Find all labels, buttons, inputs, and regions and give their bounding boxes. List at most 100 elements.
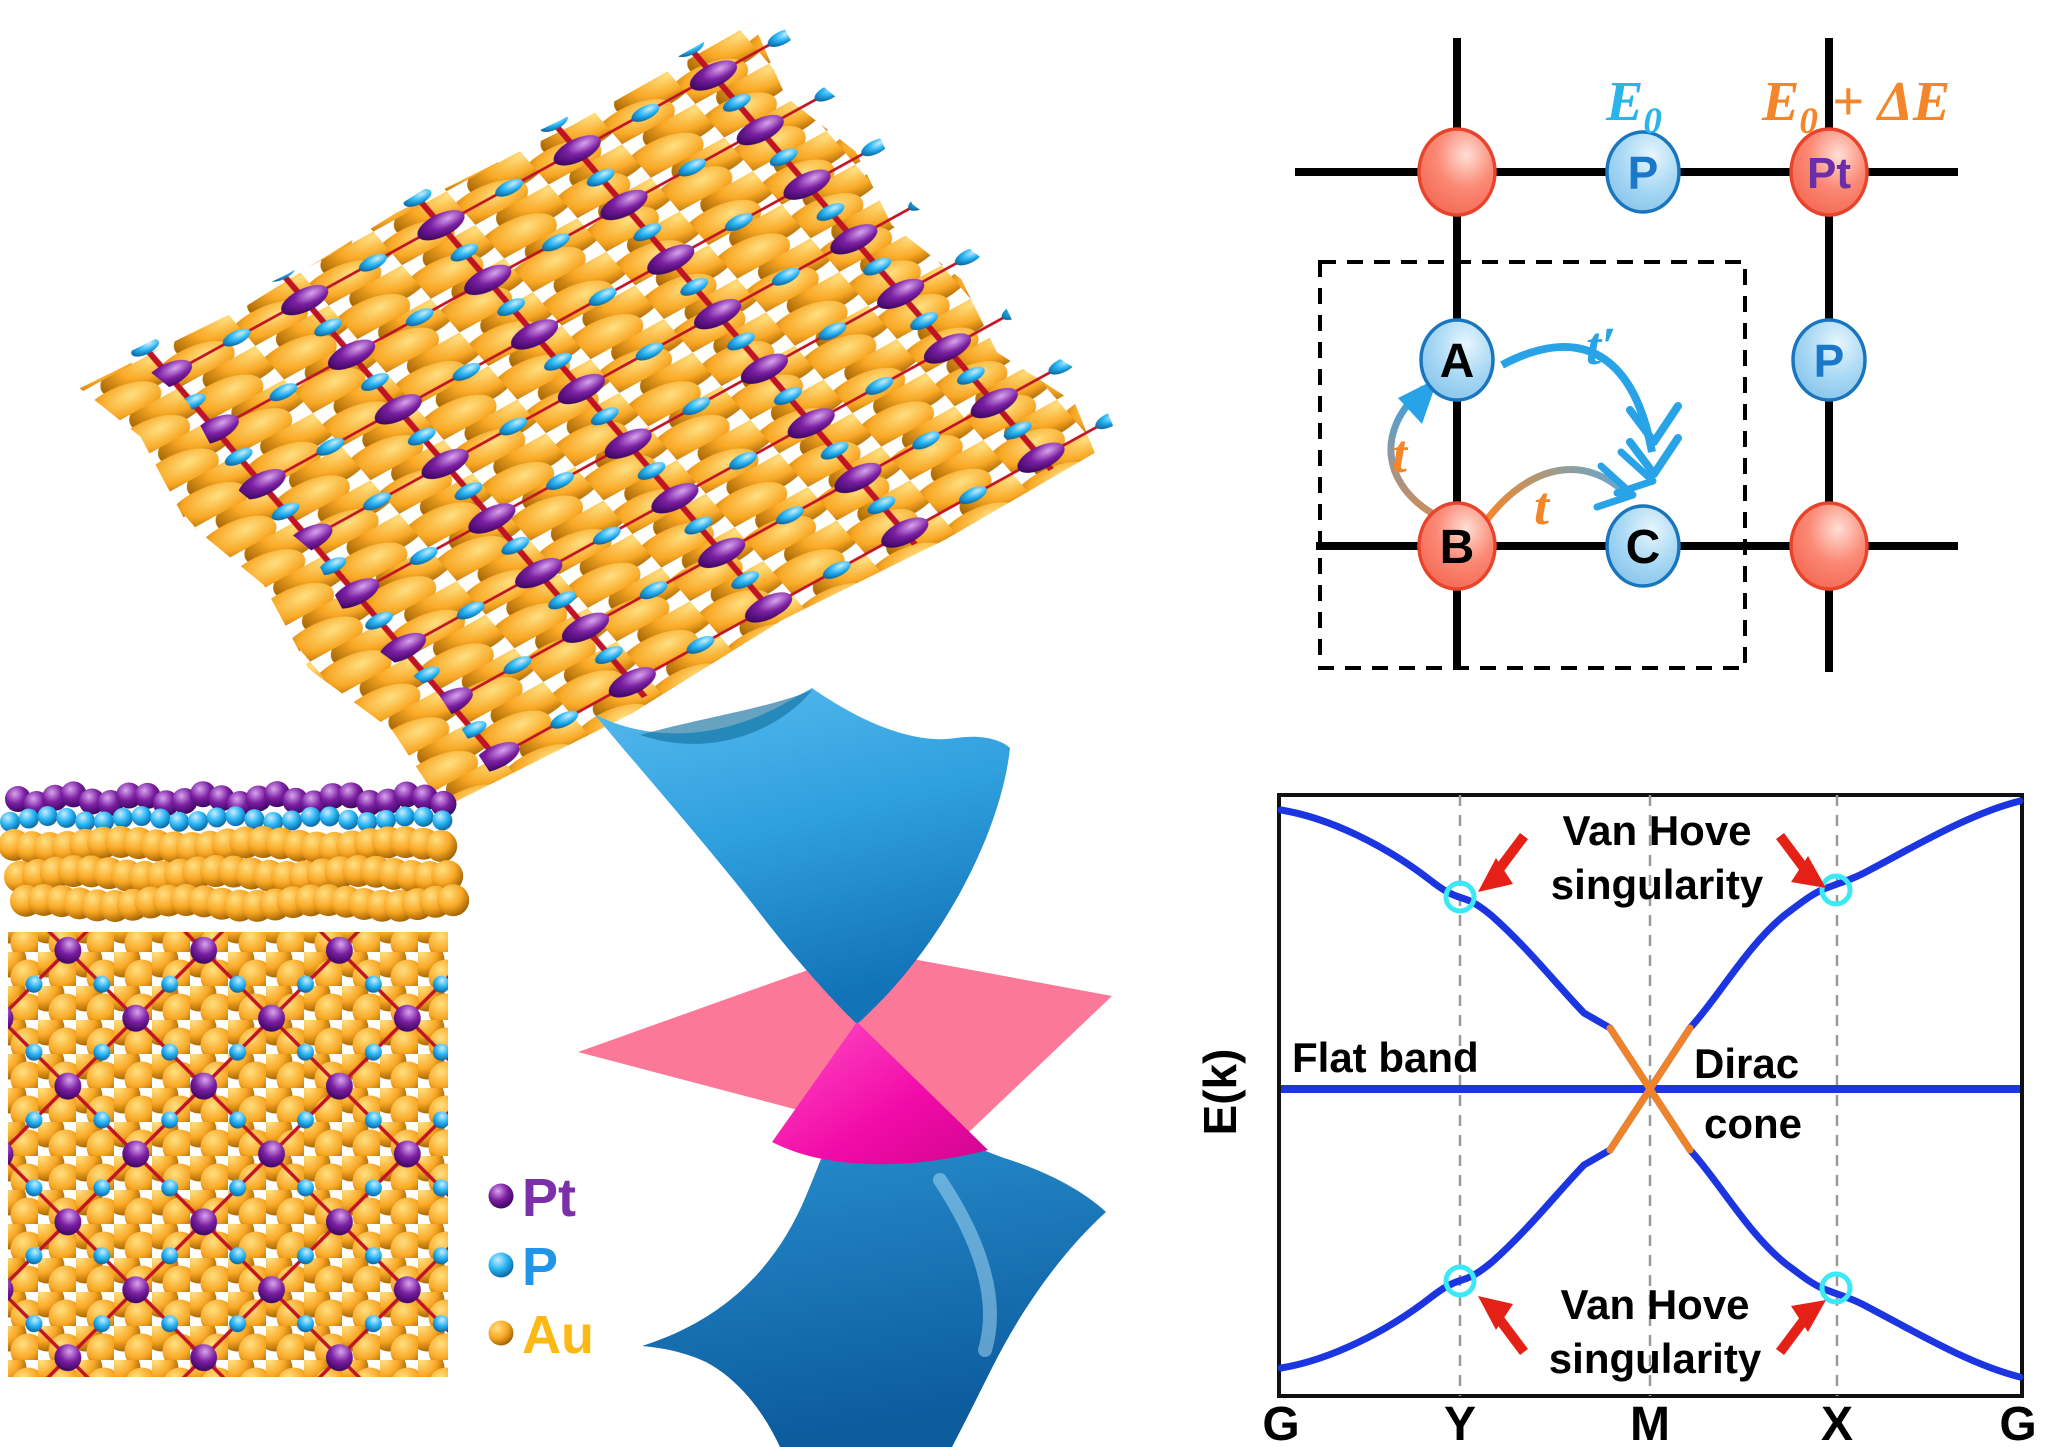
t-vertical-arrowhead-icon bbox=[1398, 378, 1438, 424]
dirac-cone-3d bbox=[578, 688, 1112, 1447]
xtick-g-right: G bbox=[1999, 1398, 2036, 1447]
van-hove-markers bbox=[1443, 873, 1853, 1305]
atom-sphere bbox=[18, 808, 39, 829]
pt-site-label: Pt bbox=[1807, 149, 1851, 198]
x-axis-tick-labels: G Y M X G bbox=[1262, 1398, 2036, 1447]
atom-sphere bbox=[169, 811, 190, 832]
t-hopping-arrow-horizontal bbox=[1482, 466, 1629, 525]
van-hove-bottom-line1: Van Hove bbox=[1560, 1281, 1749, 1328]
t-prime-label: t′ bbox=[1586, 316, 1616, 376]
t-vertical-label: t bbox=[1392, 424, 1409, 484]
xtick-y: Y bbox=[1444, 1398, 1476, 1447]
atom-sphere bbox=[413, 806, 434, 827]
van-hove-marker-bottom-right bbox=[1819, 1271, 1853, 1305]
xtick-g-left: G bbox=[1262, 1398, 1299, 1447]
onsite-energy-p-label: E0 bbox=[1605, 71, 1662, 142]
band-structure-plot: Van Hove singularity Flat band Dirac con… bbox=[1194, 793, 2037, 1447]
crystal-structure-3d bbox=[79, 3, 1116, 808]
atom-sphere bbox=[116, 782, 142, 809]
top-view-ptp-net bbox=[8, 932, 448, 1377]
y-axis-label: E(k) bbox=[1194, 1049, 1246, 1136]
van-hove-top-line1: Van Hove bbox=[1562, 807, 1751, 854]
site-a-label: A bbox=[1440, 335, 1475, 388]
atom-sphere bbox=[75, 811, 96, 832]
atom-sphere bbox=[188, 810, 208, 831]
lower-surface-gloss bbox=[933, 1173, 997, 1357]
p-legend-label: P bbox=[522, 1237, 558, 1297]
site-b-label: B bbox=[1440, 521, 1475, 574]
atom-sphere bbox=[150, 808, 171, 829]
dirac-cone-label-line1: Dirac bbox=[1694, 1040, 1799, 1087]
van-hove-marker-bottom-left bbox=[1443, 1264, 1477, 1298]
van-hove-marker-top-left bbox=[1443, 880, 1477, 914]
upper-surface-back-shade bbox=[640, 690, 812, 744]
atom-sphere bbox=[432, 810, 453, 831]
side-view-atoms bbox=[0, 781, 470, 922]
unit-cell-dashed-box bbox=[1318, 260, 1747, 670]
atom-sphere bbox=[394, 806, 415, 827]
atom-sphere bbox=[430, 790, 457, 817]
atom-sphere bbox=[282, 810, 302, 831]
pt-legend-label: Pt bbox=[522, 1168, 576, 1228]
van-hove-bottom-line2: singularity bbox=[1549, 1335, 1762, 1382]
atom-sphere bbox=[94, 811, 114, 832]
van-hove-top-line2: singularity bbox=[1551, 861, 1764, 908]
t-horizontal-label: t bbox=[1534, 476, 1551, 536]
atom-sphere bbox=[56, 807, 77, 828]
onsite-energy-pt-label: E0 + ΔE bbox=[1761, 71, 1950, 142]
atom-legend: Pt P Au bbox=[488, 1168, 594, 1365]
tight-binding-lattice-diagram: P Pt A P B C E0 E0 + ΔE t t t′ bbox=[1295, 38, 1958, 672]
pt-labeled-site bbox=[1789, 127, 1869, 217]
site-a bbox=[1419, 318, 1495, 402]
xtick-x: X bbox=[1821, 1398, 1853, 1447]
atom-sphere bbox=[37, 806, 58, 827]
upper-band-surface bbox=[594, 688, 1010, 1024]
top-view-structure bbox=[8, 932, 448, 1377]
arrow-top-left-icon bbox=[1478, 833, 1528, 892]
van-hove-marker-top-right bbox=[1819, 873, 1853, 907]
pt-corner-site bbox=[1417, 127, 1497, 217]
t-horizontal-arrowhead-icon bbox=[1593, 448, 1657, 511]
atom-sphere bbox=[319, 783, 346, 810]
atom-sphere bbox=[319, 806, 340, 827]
pt-corner-site-2 bbox=[1789, 501, 1869, 591]
atom-sphere bbox=[338, 809, 359, 830]
xtick-m: M bbox=[1630, 1398, 1670, 1447]
p-top-site bbox=[1605, 130, 1681, 214]
arrow-bottom-right-icon bbox=[1776, 1300, 1826, 1355]
t-prime-hopping-arrow bbox=[1500, 343, 1656, 453]
lower-band-surface bbox=[642, 1064, 1106, 1447]
arrow-top-right-icon bbox=[1776, 833, 1826, 888]
site-c-label: C bbox=[1626, 521, 1661, 574]
atom-sphere bbox=[131, 806, 152, 827]
atom-sphere bbox=[431, 860, 464, 893]
atom-sphere bbox=[206, 807, 227, 828]
p-right-site-label: P bbox=[1814, 335, 1845, 387]
au-legend-sphere-icon bbox=[488, 1320, 514, 1346]
p-right-site bbox=[1791, 318, 1867, 402]
arrow-bottom-left-icon bbox=[1478, 1296, 1528, 1355]
atom-sphere bbox=[225, 806, 246, 827]
atom-sphere bbox=[437, 884, 470, 917]
au-legend-label: Au bbox=[522, 1305, 594, 1365]
lattice-sites bbox=[1417, 127, 1869, 591]
atom-sphere bbox=[0, 811, 20, 832]
t-prime-arrowhead-icon bbox=[1626, 402, 1682, 478]
van-hove-arrows bbox=[1478, 833, 1826, 1355]
magenta-cone bbox=[772, 1022, 988, 1165]
atom-sphere bbox=[425, 830, 458, 863]
atom-sphere bbox=[244, 809, 265, 830]
p-top-site-label: P bbox=[1628, 147, 1659, 199]
atom-sphere bbox=[112, 807, 133, 828]
side-view-structure bbox=[0, 781, 470, 922]
flat-band-label: Flat band bbox=[1292, 1034, 1479, 1081]
atom-sphere bbox=[376, 809, 396, 830]
dirac-cone-segments bbox=[1606, 1024, 1694, 1154]
atom-sphere bbox=[300, 806, 321, 827]
ptp-overlayer-net bbox=[126, 3, 1116, 773]
site-c bbox=[1605, 504, 1681, 588]
atom-sphere bbox=[357, 812, 378, 832]
pt-legend-sphere-icon bbox=[488, 1183, 514, 1209]
